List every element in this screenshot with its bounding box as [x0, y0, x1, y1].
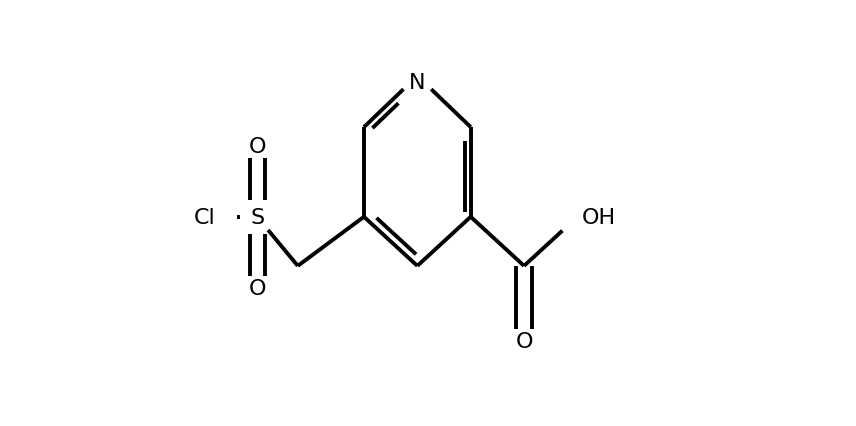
Text: S: S [250, 207, 265, 227]
Text: O: O [515, 331, 532, 351]
Text: O: O [248, 136, 266, 156]
Text: OH: OH [582, 207, 615, 227]
Text: N: N [409, 72, 425, 92]
Text: Cl: Cl [193, 207, 216, 227]
Text: O: O [248, 278, 266, 298]
